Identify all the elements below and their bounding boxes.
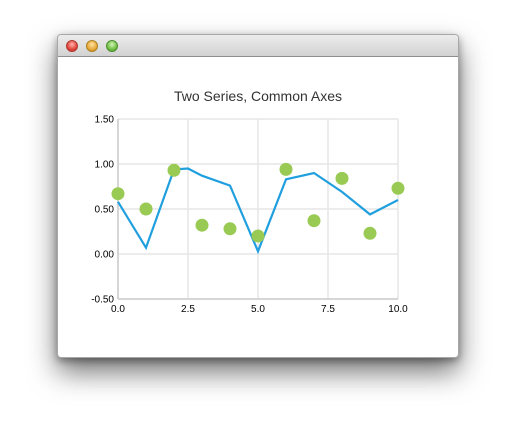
scatter-point: [363, 226, 377, 240]
line-series: [117, 167, 399, 255]
app-window: Two Series, Common Axes 0.0 2.5 5.0 7.5 10.0…: [57, 34, 459, 358]
x-tick-label: 10.0: [388, 304, 408, 315]
close-button[interactable]: [66, 40, 78, 52]
y-tick-label: 1.00: [95, 160, 115, 171]
zoom-button[interactable]: [106, 40, 118, 52]
scatter-point: [167, 163, 181, 177]
chart: Two Series, Common Axes 0.0 2.5 5.0 7.5 10.0…: [91, 88, 408, 315]
chart-title: Two Series, Common Axes: [174, 88, 342, 104]
minimize-button[interactable]: [86, 40, 98, 52]
title-bar[interactable]: [58, 35, 458, 57]
y-tick-label: -0.50: [91, 295, 114, 306]
y-tick-label: 1.50: [95, 115, 115, 126]
scatter-series: [111, 162, 405, 243]
y-tick-label: 0.00: [95, 250, 115, 261]
scatter-point: [279, 162, 293, 176]
scatter-point: [111, 187, 125, 201]
x-tick-label: 7.5: [321, 304, 335, 315]
x-tick-label: 5.0: [251, 304, 265, 315]
scatter-point: [391, 181, 405, 195]
x-tick-label: 2.5: [181, 304, 195, 315]
x-tick-label: 0.0: [111, 304, 125, 315]
chart-area: Two Series, Common Axes 0.0 2.5 5.0 7.5 10.0…: [58, 57, 458, 357]
y-axis: -0.50 0.00 0.50 1.00 1.50: [91, 115, 119, 306]
scatter-point: [223, 222, 237, 236]
line-series-path: [117, 167, 399, 255]
x-axis: 0.0 2.5 5.0 7.5 10.0: [111, 298, 408, 315]
y-tick-label: 0.50: [95, 205, 115, 216]
scatter-point: [195, 218, 209, 232]
scatter-point: [251, 229, 265, 243]
scatter-point: [335, 171, 349, 185]
scatter-point: [139, 202, 153, 216]
scatter-point: [307, 214, 321, 228]
